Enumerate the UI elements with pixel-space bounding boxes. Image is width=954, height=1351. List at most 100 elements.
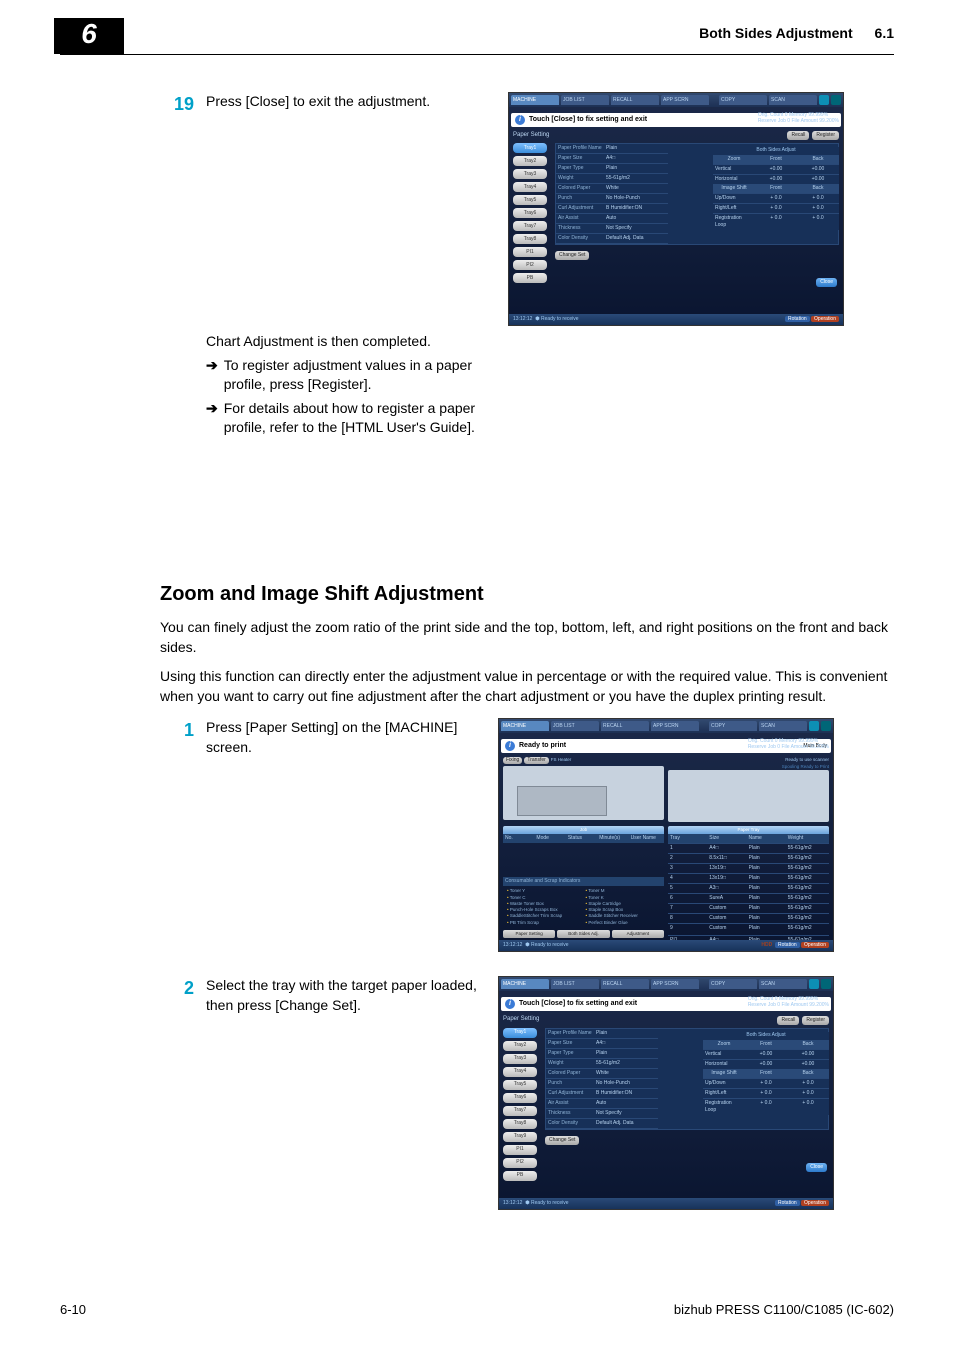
ready-banner: Ready to print xyxy=(519,741,566,751)
tray-button-5[interactable]: Tray5 xyxy=(513,195,547,205)
tray-selector-list: Tray1 Tray2 Tray3 Tray4 Tray5 Tray6 Tray… xyxy=(503,1028,537,1181)
step-19-text: Press [Close] to exit the adjustment. xyxy=(206,92,496,112)
banner-text: Touch [Close] to fix setting and exit xyxy=(519,999,637,1009)
ss-tab-recall[interactable]: RECALL xyxy=(601,721,649,731)
ss-tab-recall[interactable]: RECALL xyxy=(601,979,649,989)
register-button[interactable]: Register xyxy=(802,1016,829,1025)
fs-heater-label: FS Heater xyxy=(551,757,572,764)
ss-tab-machine[interactable]: MACHINE xyxy=(501,721,549,731)
tray-button-3[interactable]: Tray3 xyxy=(503,1054,537,1064)
printer-diagram xyxy=(503,766,664,820)
job-header: Job xyxy=(503,826,664,834)
tray-button-3[interactable]: Tray3 xyxy=(513,169,547,179)
tray-button-6[interactable]: Tray6 xyxy=(503,1093,537,1103)
tray-button-6[interactable]: Tray6 xyxy=(513,208,547,218)
ss-tab-copy[interactable]: COPY xyxy=(709,979,757,989)
change-set-button[interactable]: Change Set xyxy=(545,1136,579,1145)
register-button[interactable]: Register xyxy=(812,131,839,140)
accessibility-icon[interactable] xyxy=(821,979,831,989)
close-button[interactable]: Close xyxy=(816,278,837,287)
tray-selector-list: Tray1 Tray2 Tray3 Tray4 Tray5 Tray6 Tray… xyxy=(513,143,547,283)
tray-button-pi2[interactable]: PI2 xyxy=(503,1158,537,1168)
both-sides-adj-button[interactable]: Both Sides Adj. xyxy=(557,930,609,938)
adjustment-button[interactable]: Adjustment xyxy=(612,930,664,938)
status-readout: Orig. Count 0 Memory 99.999% Reserve Job… xyxy=(758,113,839,124)
rotation-indicator: Rotation xyxy=(785,316,810,322)
screenshot-paper-setting-2: MACHINE JOB LIST RECALL APP SCRN COPY SC… xyxy=(498,976,834,1210)
step-2-number: 2 xyxy=(160,976,194,1015)
ss-tab-copy[interactable]: COPY xyxy=(709,721,757,731)
ss-tab-scan[interactable]: SCAN xyxy=(759,721,807,731)
step-2-text: Select the tray with the target paper lo… xyxy=(206,976,480,1015)
ss-tab-appscrn[interactable]: APP SCRN xyxy=(651,979,699,989)
tray-button-4[interactable]: Tray4 xyxy=(513,182,547,192)
tray-button-5[interactable]: Tray5 xyxy=(503,1080,537,1090)
ss-tab-machine[interactable]: MACHINE xyxy=(511,95,559,105)
accessibility-icon[interactable] xyxy=(821,721,831,731)
fixing-button[interactable]: Fixing xyxy=(503,757,522,764)
ss-tab-joblist[interactable]: JOB LIST xyxy=(551,979,599,989)
tray-button-2[interactable]: Tray2 xyxy=(503,1041,537,1051)
ss-tab-joblist[interactable]: JOB LIST xyxy=(561,95,609,105)
help-icon[interactable] xyxy=(809,979,819,989)
tray-button-pb[interactable]: PB xyxy=(513,273,547,283)
tray-button-pi1[interactable]: PI1 xyxy=(513,247,547,257)
close-button[interactable]: Close xyxy=(806,1163,827,1172)
tray-button-pi2[interactable]: PI2 xyxy=(513,260,547,270)
status-readout: Orig. Count 0 Memory 99.999% Reserve Job… xyxy=(748,997,829,1008)
recall-button[interactable]: Recall xyxy=(787,131,809,140)
zoom-section-heading: Zoom and Image Shift Adjustment xyxy=(160,580,894,608)
ss-tab-appscrn[interactable]: APP SCRN xyxy=(651,721,699,731)
tray-button-7[interactable]: Tray7 xyxy=(503,1106,537,1116)
page-number: 6-10 xyxy=(60,1301,86,1319)
tray-button-8[interactable]: Tray8 xyxy=(513,234,547,244)
tray-button-pb[interactable]: PB xyxy=(503,1171,537,1181)
tray-button-7[interactable]: Tray7 xyxy=(513,221,547,231)
job-table: No. Mode Status Minute(s) User Name xyxy=(503,834,664,871)
tray-button-2[interactable]: Tray2 xyxy=(513,156,547,166)
ss-tab-scan[interactable]: SCAN xyxy=(759,979,807,989)
accessibility-icon[interactable] xyxy=(831,95,841,105)
help-icon[interactable] xyxy=(809,721,819,731)
transfer-button[interactable]: Transfer xyxy=(524,757,548,764)
product-name: bizhub PRESS C1100/C1085 (IC-602) xyxy=(674,1301,894,1319)
recall-button[interactable]: Recall xyxy=(777,1016,799,1025)
chapter-number: 6 xyxy=(54,18,124,54)
change-set-button[interactable]: Change Set xyxy=(555,251,589,260)
paper-tray-table: Tray Size Name Weight 1A4□Plain55-61g/m2… xyxy=(668,834,829,952)
scanner-diagram xyxy=(668,770,829,822)
ss-tab-copy[interactable]: COPY xyxy=(719,95,767,105)
header-section-number: 6.1 xyxy=(875,25,894,41)
zoom-paragraph-1: You can finely adjust the zoom ratio of … xyxy=(160,618,890,657)
ss-tab-machine[interactable]: MACHINE xyxy=(501,979,549,989)
tray-button-8[interactable]: Tray8 xyxy=(503,1119,537,1129)
ss-tab-joblist[interactable]: JOB LIST xyxy=(551,721,599,731)
step-19-bullet-1: To register adjustment values in a paper… xyxy=(224,356,496,395)
info-icon: i xyxy=(515,115,525,125)
paper-tray-header: Paper Tray xyxy=(668,826,829,834)
header-divider xyxy=(60,54,894,55)
paper-setting-button[interactable]: Paper Setting xyxy=(503,930,555,938)
info-icon: i xyxy=(505,741,515,751)
ss-tab-appscrn[interactable]: APP SCRN xyxy=(661,95,709,105)
zoom-paragraph-2: Using this function can directly enter t… xyxy=(160,667,890,706)
step-19-number: 19 xyxy=(160,92,194,326)
step-1-number: 1 xyxy=(160,718,194,757)
tray-button-pi1[interactable]: PI1 xyxy=(503,1145,537,1155)
step-19-bullet-2: For details about how to register a pape… xyxy=(224,399,496,438)
header-title-text: Both Sides Adjustment xyxy=(699,25,853,41)
spooling-ready-label: Spooling Ready to Print xyxy=(668,764,829,770)
tray-button-1[interactable]: Tray1 xyxy=(503,1028,537,1038)
tray-button-4[interactable]: Tray4 xyxy=(503,1067,537,1077)
ss-tab-scan[interactable]: SCAN xyxy=(769,95,817,105)
step-19-note: Chart Adjustment is then completed. xyxy=(206,332,496,352)
tray-button-9[interactable]: Tray9 xyxy=(503,1132,537,1142)
tray-button-1[interactable]: Tray1 xyxy=(513,143,547,153)
arrow-icon: ➔ xyxy=(206,356,218,395)
ss-tab-recall[interactable]: RECALL xyxy=(611,95,659,105)
arrow-icon: ➔ xyxy=(206,399,218,438)
status-readout: Orig. Count 0 Memory 99.999% Reserve Job… xyxy=(748,739,829,750)
both-sides-adjust-panel: Both Sides Adjust Zoom Front Back Vertic… xyxy=(713,147,839,230)
screenshot-machine-screen: MACHINE JOB LIST RECALL APP SCRN COPY SC… xyxy=(498,718,834,952)
help-icon[interactable] xyxy=(819,95,829,105)
